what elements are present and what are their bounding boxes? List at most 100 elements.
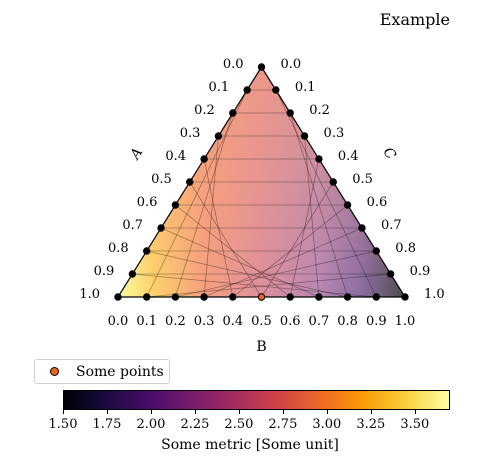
edge-point bbox=[171, 293, 180, 301]
colorbar-tick bbox=[414, 410, 416, 414]
edge-point bbox=[300, 132, 309, 140]
colorbar-tick bbox=[106, 410, 108, 414]
colorbar-tick-label: 3.00 bbox=[312, 417, 342, 432]
tick-label-b: 0.1 bbox=[136, 314, 157, 329]
tick-label-a: 0.0 bbox=[223, 57, 244, 72]
tick-label-c: 0.5 bbox=[352, 172, 373, 187]
edge-point bbox=[329, 178, 337, 186]
grid-line bbox=[261, 181, 334, 298]
edge-point bbox=[200, 293, 208, 301]
grid-line bbox=[289, 158, 320, 298]
tick-label-c: 0.1 bbox=[295, 80, 316, 95]
colorbar-tick bbox=[238, 410, 240, 414]
series-points bbox=[257, 293, 266, 301]
grid-line bbox=[304, 135, 320, 298]
edge-point bbox=[315, 293, 323, 301]
tick-labels: 0.0 0.0 0.0 0.1 0.1 0.1 0.2 0.2 0.2 0.3 0.3 0.3 0.4 0… bbox=[79, 57, 444, 329]
grid-line bbox=[175, 112, 234, 298]
tick-label-a: 0.1 bbox=[208, 80, 229, 95]
colorbar-tick-label: 1.75 bbox=[92, 417, 122, 432]
tick-label-a: 0.4 bbox=[165, 149, 186, 164]
grid-line bbox=[160, 227, 320, 298]
colorbar-tick bbox=[194, 410, 196, 414]
axis-label-b: B bbox=[256, 339, 266, 355]
tick-label-c: 0.3 bbox=[324, 126, 345, 141]
tick-label-b: 0.6 bbox=[280, 314, 301, 329]
tick-label-c: 0.9 bbox=[410, 264, 431, 279]
colorbar-tick-label: 2.50 bbox=[224, 417, 254, 432]
legend-label: Some points bbox=[76, 363, 164, 380]
colorbar-tick-label: 3.50 bbox=[400, 417, 430, 432]
edge-point bbox=[214, 132, 223, 140]
colorbar-tick-label: 2.00 bbox=[136, 417, 166, 432]
edge-point bbox=[157, 224, 165, 232]
tick-label-a: 0.2 bbox=[194, 103, 215, 118]
edge-point bbox=[171, 201, 180, 209]
tick-label-b: 0.3 bbox=[194, 314, 215, 329]
grid-line bbox=[146, 89, 248, 298]
tick-label-a: 1.0 bbox=[79, 287, 100, 302]
legend-marker bbox=[50, 367, 59, 376]
edge-point bbox=[286, 293, 294, 301]
colorbar-tick bbox=[150, 410, 152, 414]
edge-point bbox=[128, 270, 137, 278]
tick-label-b: 0.2 bbox=[165, 314, 186, 329]
colorbar bbox=[63, 390, 450, 410]
edge-point bbox=[372, 247, 380, 255]
edge-point bbox=[243, 86, 251, 94]
grid-line bbox=[146, 250, 348, 298]
tick-label-c: 0.0 bbox=[281, 57, 302, 72]
grid-line bbox=[146, 273, 391, 298]
tick-label-c: 0.7 bbox=[381, 218, 402, 233]
grid-line bbox=[132, 273, 377, 298]
edge-point bbox=[143, 293, 151, 301]
edge-point bbox=[343, 201, 352, 209]
tick-label-b: 1.0 bbox=[395, 314, 416, 329]
tick-label-b: 0.7 bbox=[309, 314, 330, 329]
tick-label-c: 0.2 bbox=[309, 103, 330, 118]
colorbar-tick-label: 2.75 bbox=[268, 417, 298, 432]
edge-point bbox=[315, 155, 323, 163]
grid-line bbox=[175, 250, 377, 298]
colorbar-tick-label: 1.50 bbox=[48, 417, 78, 432]
grid-line bbox=[175, 204, 291, 298]
edge-point bbox=[143, 247, 151, 255]
edge-point bbox=[343, 293, 352, 301]
edge-point bbox=[358, 224, 366, 232]
axis-label-c: C bbox=[380, 145, 399, 163]
tick-label-a: 0.5 bbox=[151, 172, 172, 187]
axis-label-a: A bbox=[126, 145, 146, 164]
tick-label-c: 0.8 bbox=[395, 241, 416, 256]
edge-point bbox=[401, 293, 409, 301]
grid-line bbox=[203, 158, 234, 298]
colorbar-tick-label: 2.25 bbox=[180, 417, 210, 432]
colorbar-tick bbox=[282, 410, 284, 414]
grid-line bbox=[289, 112, 348, 298]
tick-label-a: 0.9 bbox=[94, 264, 115, 279]
tick-label-c: 0.6 bbox=[367, 195, 388, 210]
edge-point bbox=[372, 293, 380, 301]
edge-point bbox=[229, 109, 237, 117]
tick-label-c: 1.0 bbox=[424, 287, 445, 302]
colorbar-tick bbox=[63, 410, 64, 414]
grid-line bbox=[203, 227, 363, 298]
edge-point bbox=[200, 155, 208, 163]
tick-label-b: 0.8 bbox=[337, 314, 358, 329]
tick-label-b: 0.4 bbox=[222, 314, 243, 329]
tick-label-b: 0.0 bbox=[108, 314, 129, 329]
edge-points bbox=[114, 63, 409, 301]
colorbar-label: Some metric [Some unit] bbox=[161, 437, 339, 453]
grid-line bbox=[275, 89, 377, 298]
grid-line bbox=[232, 204, 348, 298]
tick-label-a: 0.3 bbox=[180, 126, 201, 141]
edge-point bbox=[257, 63, 266, 71]
chart-title: Example bbox=[379, 10, 450, 29]
edge-point bbox=[229, 293, 237, 301]
legend: Some points bbox=[34, 359, 170, 384]
tick-label-c: 0.4 bbox=[338, 149, 359, 164]
ternary-background-overlay bbox=[118, 67, 405, 297]
edge-point bbox=[114, 293, 122, 301]
colorbar-tick-label: 3.25 bbox=[356, 417, 386, 432]
tick-label-a: 0.8 bbox=[108, 241, 129, 256]
